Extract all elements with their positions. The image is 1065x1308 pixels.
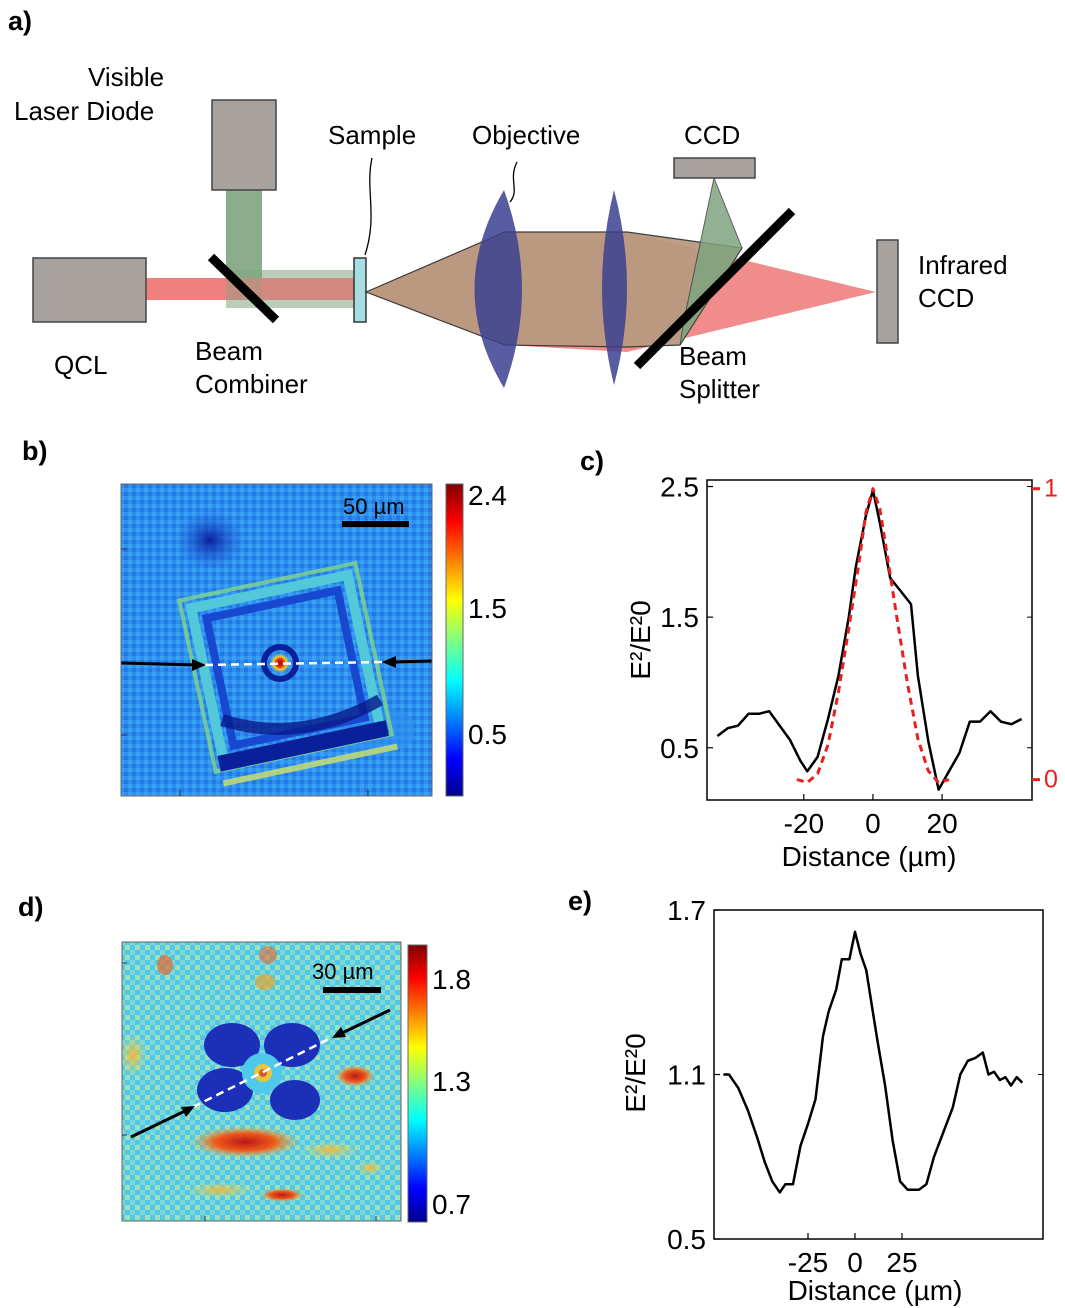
label-beam-combiner-2: Combiner: [195, 369, 308, 399]
panel-label-e: e): [568, 886, 592, 916]
chart-c-ytick-label-1: 1.5: [660, 602, 699, 633]
map-b-colorbar: [445, 483, 464, 797]
visible-laser-box: [211, 99, 277, 191]
setup-diagram: Visible Laser Diode Sample Objective CCD…: [14, 62, 1008, 404]
panel-label-a: a): [8, 6, 32, 36]
chart-c-xlabel: Distance (µm): [782, 841, 957, 872]
map-d-scale-bar: [323, 987, 381, 993]
second-lens: [602, 190, 627, 385]
map-d-colorbar-tick-mid: 1.3: [432, 1066, 471, 1097]
map-b-right-arrow: [382, 656, 396, 668]
map-d-colorbar: [407, 944, 428, 1223]
chart-c-xtick-label-2: 20: [927, 808, 958, 839]
chart-e-xtick-label-0: -25: [788, 1247, 828, 1278]
qcl-box: [32, 257, 147, 323]
label-ccd: CCD: [684, 120, 740, 150]
panel-label-d: d): [18, 892, 43, 922]
infrared-ccd-box: [876, 239, 899, 344]
label-qcl: QCL: [54, 350, 107, 380]
map-d-colorbar-tick-max: 1.8: [432, 964, 471, 995]
map-b-colorbar-tick-max: 2.4: [468, 480, 507, 511]
chart-c-ytick-label-0: 0.5: [660, 733, 699, 764]
beam-splitter: [633, 207, 796, 370]
map-b-scale-bar: [342, 521, 409, 527]
objective-pointer: [509, 161, 518, 203]
label-objective: Objective: [472, 120, 580, 150]
chart-c: E²/E²0 Distance (µm) -20 0 20 0.5 1.5 2.5 0 1: [625, 472, 1058, 872]
chart-e-series-line-0: [723, 930, 1024, 1194]
panel-label-b: b): [22, 436, 47, 466]
map-b: 50 µm 2.4 1.5 0.5: [120, 480, 507, 797]
label-beam-splitter-1: Beam: [679, 341, 747, 371]
label-visible: Visible: [88, 62, 164, 92]
chart-c-xtick-label-1: 0: [865, 808, 881, 839]
map-d-scale-label: 30 µm: [312, 959, 374, 984]
ccd-box: [673, 157, 756, 179]
chart-c-frame: [706, 479, 1033, 801]
map-d: 30 µm 1.8 1.3 0.7: [119, 941, 471, 1223]
chart-e-ytick-label-1: 1.1: [667, 1060, 706, 1091]
map-b-left-arrow: [192, 659, 206, 671]
chart-c-right-ytick-label-0: 0: [1044, 766, 1058, 794]
chart-c-series-line-0: [716, 489, 1023, 791]
chart-c-right-ytick-label-1: 1: [1044, 475, 1058, 503]
map-b-colorbar-tick-mid: 1.5: [468, 593, 507, 624]
map-d-colorbar-tick-min: 0.7: [432, 1189, 471, 1220]
label-sample: Sample: [328, 120, 416, 150]
label-infrared: Infrared: [918, 250, 1008, 280]
sample-pointer: [364, 157, 373, 256]
map-d-profile-line: [192, 1035, 334, 1109]
map-b-scale-label: 50 µm: [343, 494, 405, 519]
chart-e: E²/E²0 Distance (µm) -25 0 25 0.5 1.1 1.7: [620, 895, 1044, 1306]
map-b-profile-line: [204, 660, 383, 667]
chart-e-xtick-label-1: 0: [847, 1247, 863, 1278]
beam-combiner: [207, 253, 280, 324]
chart-c-series-line-1: [796, 487, 950, 784]
chart-e-frame: [713, 909, 1044, 1240]
panel-label-c: c): [580, 446, 604, 476]
chart-c-ytick-label-2: 2.5: [660, 472, 699, 503]
chart-e-xlabel: Distance (µm): [788, 1275, 963, 1306]
label-laser-diode: Laser Diode: [14, 96, 154, 126]
objective-lens: [474, 190, 522, 388]
label-infrared-ccd: CCD: [918, 283, 974, 313]
map-b-colorbar-tick-min: 0.5: [468, 719, 507, 750]
chart-e-xtick-label-2: 25: [886, 1247, 917, 1278]
chart-c-ylabel: E²/E²0: [625, 600, 656, 679]
chart-e-ytick-label-0: 0.5: [667, 1224, 706, 1255]
label-beam-combiner-1: Beam: [195, 336, 263, 366]
map-d-left-arrow: [181, 1106, 195, 1117]
chart-e-ylabel: E²/E²0: [620, 1033, 651, 1112]
chart-c-xtick-label-0: -20: [784, 808, 824, 839]
sample-slab: [353, 257, 367, 323]
label-beam-splitter-2: Splitter: [679, 374, 760, 404]
map-d-right-arrow: [332, 1027, 346, 1038]
chart-e-ytick-label-2: 1.7: [667, 895, 706, 926]
